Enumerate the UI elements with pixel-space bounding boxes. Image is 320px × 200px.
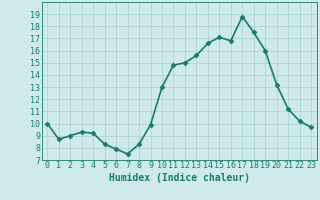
X-axis label: Humidex (Indice chaleur): Humidex (Indice chaleur) bbox=[109, 173, 250, 183]
